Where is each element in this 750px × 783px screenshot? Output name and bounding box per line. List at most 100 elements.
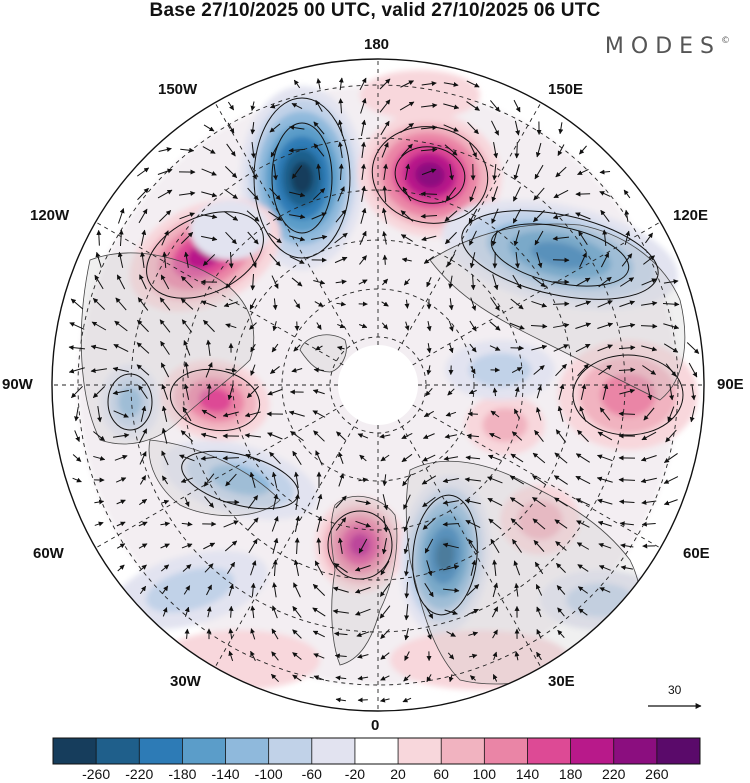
wind-vectors [68, 77, 700, 703]
wind-arrow [618, 345, 636, 351]
wind-arrow [691, 384, 696, 401]
wind-arrow [641, 278, 657, 286]
wind-arrow [533, 365, 545, 375]
wind-arrow [487, 476, 503, 484]
wind-arrow [313, 121, 325, 135]
wind-arrow [511, 431, 523, 441]
wind-arrow [272, 298, 278, 311]
wind-arrow [467, 608, 479, 616]
wind-arrow [445, 411, 457, 417]
wind-arrow [249, 322, 257, 330]
wind-arrow [404, 321, 410, 331]
wind-arrow [203, 473, 215, 487]
wind-arrow [222, 455, 240, 461]
wind-arrow [421, 475, 437, 485]
wind-arrow [534, 230, 544, 246]
wind-arrow [530, 323, 548, 329]
wind-arrow [469, 320, 477, 332]
wind-arrow [355, 520, 371, 528]
wind-arrow [578, 608, 588, 616]
wind-arrow [180, 430, 194, 442]
wind-arrow [249, 298, 257, 310]
wind-arrow [316, 322, 322, 330]
wind-arrow [159, 297, 171, 311]
wind-arrow [466, 101, 480, 111]
wind-arrow [577, 169, 589, 175]
wind-arrow [206, 606, 212, 618]
wind-arrow [337, 323, 346, 329]
wind-arrow [355, 499, 371, 506]
wind-arrow [468, 389, 477, 395]
positive-south-30e [390, 630, 570, 690]
colorbar-swatch [613, 738, 658, 764]
wind-arrow [337, 141, 343, 158]
wind-arrow [557, 144, 565, 156]
wind-arrow [466, 584, 480, 596]
wind-arrow [490, 410, 500, 418]
wind-arrow [333, 631, 348, 637]
wind-arrow [316, 493, 323, 510]
wind-arrow [640, 455, 657, 462]
wind-arrow [291, 165, 303, 179]
wind-arrow [337, 119, 343, 136]
wind-arrow [445, 231, 457, 245]
wind-arrow [426, 674, 432, 683]
wind-arrow [139, 475, 147, 485]
wind-arrow [250, 650, 256, 661]
wind-arrow [442, 477, 459, 484]
wind-arrow [401, 453, 413, 463]
wind-arrow [113, 344, 129, 352]
wind-arrow [618, 367, 636, 373]
wind-arrow [425, 387, 433, 397]
wind-arrow [137, 297, 149, 311]
wind-arrow [338, 77, 344, 91]
wind-arrow [469, 142, 477, 158]
contour-line [327, 510, 393, 580]
wind-arrow [532, 276, 546, 288]
wind-arrow [68, 367, 85, 374]
meridian-line [212, 419, 359, 672]
wind-arrow [492, 582, 499, 598]
wind-arrow [575, 212, 591, 220]
wind-arrow [619, 499, 635, 505]
wind-arrow [640, 477, 657, 484]
wind-arrow [400, 234, 413, 242]
wind-arrow [642, 365, 657, 375]
wind-arrow [575, 453, 590, 463]
wind-arrow [596, 454, 613, 462]
wind-arrow [468, 631, 479, 637]
colorbar-tick-label: -180 [168, 766, 197, 782]
wind-arrow [404, 581, 410, 599]
wind-arrow [401, 143, 413, 157]
wind-arrow [381, 207, 388, 224]
wind-arrow [442, 542, 459, 549]
wind-arrow [250, 273, 256, 291]
wind-arrow [94, 521, 104, 527]
wind-arrow [334, 232, 348, 244]
wind-arrow [160, 340, 170, 355]
lon-label-30w: 30W [170, 673, 201, 690]
wind-arrow [161, 405, 168, 422]
wind-arrow [222, 499, 240, 505]
wind-arrow [466, 433, 479, 439]
wind-arrow [532, 496, 546, 508]
wind-arrow [226, 561, 236, 574]
wind-arrow [447, 652, 455, 660]
wind-arrow [667, 406, 675, 422]
wind-arrow [509, 322, 525, 330]
wind-arrow [577, 564, 589, 572]
wind-arrow [442, 521, 460, 527]
wind-arrow [271, 673, 279, 683]
wind-arrow [250, 605, 256, 619]
wind-arrow [467, 411, 478, 417]
wind-arrow [468, 538, 478, 553]
wind-arrow [227, 384, 234, 401]
wind-arrow [291, 277, 303, 287]
wind-arrow [536, 651, 542, 661]
wind-arrow [139, 585, 147, 595]
wind-arrow [552, 235, 570, 241]
wind-arrow [577, 363, 589, 377]
lon-label-60e: 60E [683, 545, 710, 562]
wind-arrow [291, 103, 303, 109]
